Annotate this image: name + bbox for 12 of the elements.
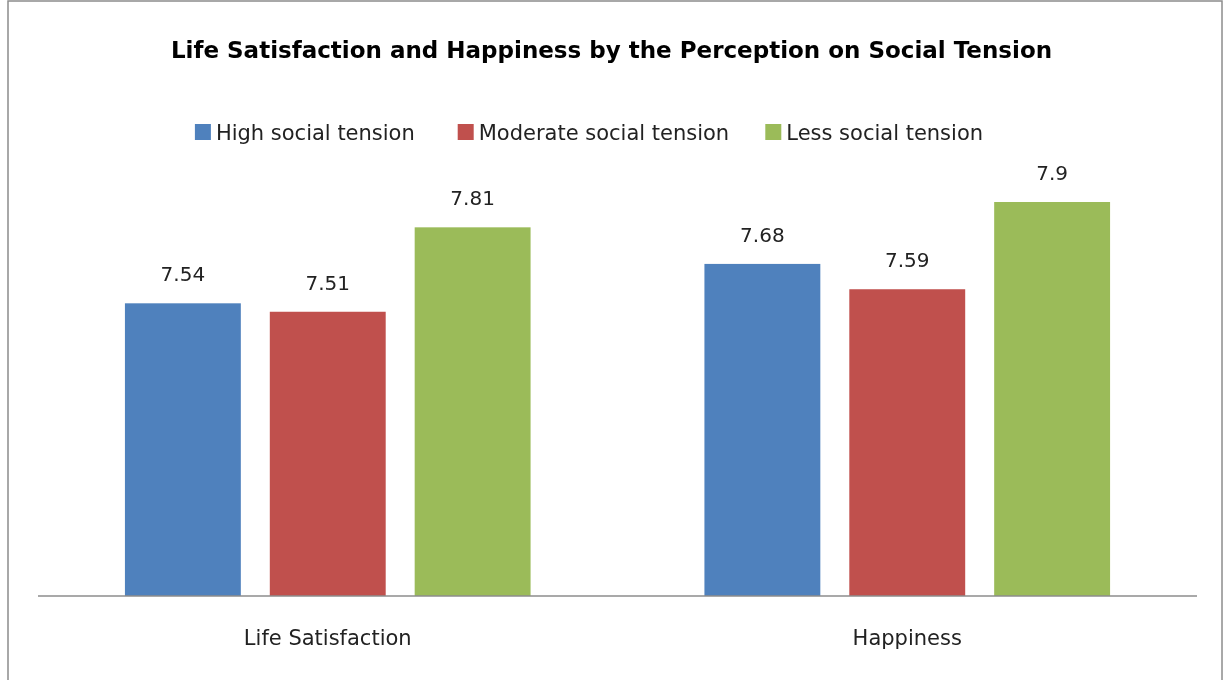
legend-label: Moderate social tension	[478, 121, 730, 145]
x-tick-label: Life Satisfaction	[243, 626, 412, 650]
legend-label: Less social tension	[786, 121, 984, 145]
data-label: 7.9	[1036, 161, 1069, 185]
chart-title: Life Satisfaction and Happiness by the Perception on Social Tension	[170, 37, 1053, 63]
legend-label: High social tension	[215, 121, 415, 145]
data-label: 7.68	[740, 222, 785, 247]
data-label: 7.81	[450, 186, 495, 211]
data-label: 7.54	[160, 262, 206, 287]
x-tick-label: Happiness	[852, 626, 962, 650]
data-label: 7.59	[884, 248, 930, 273]
data-label: 7.51	[305, 270, 351, 295]
